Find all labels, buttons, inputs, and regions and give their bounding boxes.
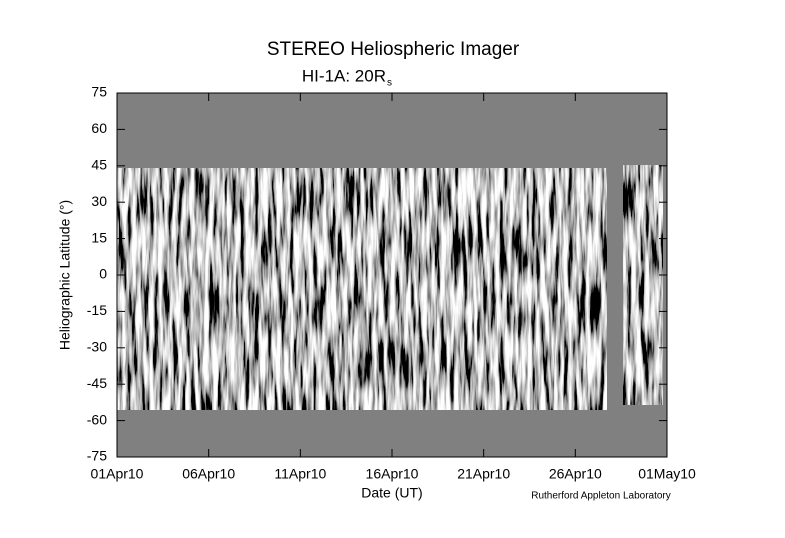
chart-subtitle: HI-1A: 20R — [302, 66, 386, 85]
x-tick-label: 06Apr10 — [182, 466, 235, 482]
x-tick-label: 01Apr10 — [91, 466, 144, 482]
chart-title: STEREO Heliospheric Imager — [267, 39, 520, 60]
y-tick-label: 60 — [91, 120, 107, 136]
x-tick-label: 11Apr10 — [274, 466, 326, 482]
y-tick-label: 75 — [91, 84, 107, 100]
y-tick-label: 15 — [91, 229, 107, 245]
y-tick-label: 30 — [91, 193, 107, 209]
y-tick-label: -30 — [87, 339, 107, 355]
y-tick-label: -15 — [87, 302, 107, 318]
image-region — [117, 168, 607, 410]
x-tick-label: 21Apr10 — [457, 466, 510, 482]
x-tick-label: 16Apr10 — [366, 466, 419, 482]
y-axis-label: Heliographic Latitude (°) — [57, 200, 73, 350]
y-tick-label: -60 — [87, 411, 107, 427]
x-tick-label: 26Apr10 — [549, 466, 602, 482]
x-tick-label: 01May10 — [638, 466, 696, 482]
image-region — [623, 165, 663, 405]
chart-subtitle-subscript: s — [387, 78, 392, 89]
y-tick-label: 0 — [99, 266, 107, 282]
y-tick-label: -45 — [87, 375, 107, 391]
y-tick-label: -75 — [87, 448, 107, 464]
y-tick-label: 45 — [91, 157, 107, 173]
x-axis-label: Date (UT) — [361, 485, 422, 501]
annotation: Rutherford Appleton Laboratory — [531, 491, 671, 502]
